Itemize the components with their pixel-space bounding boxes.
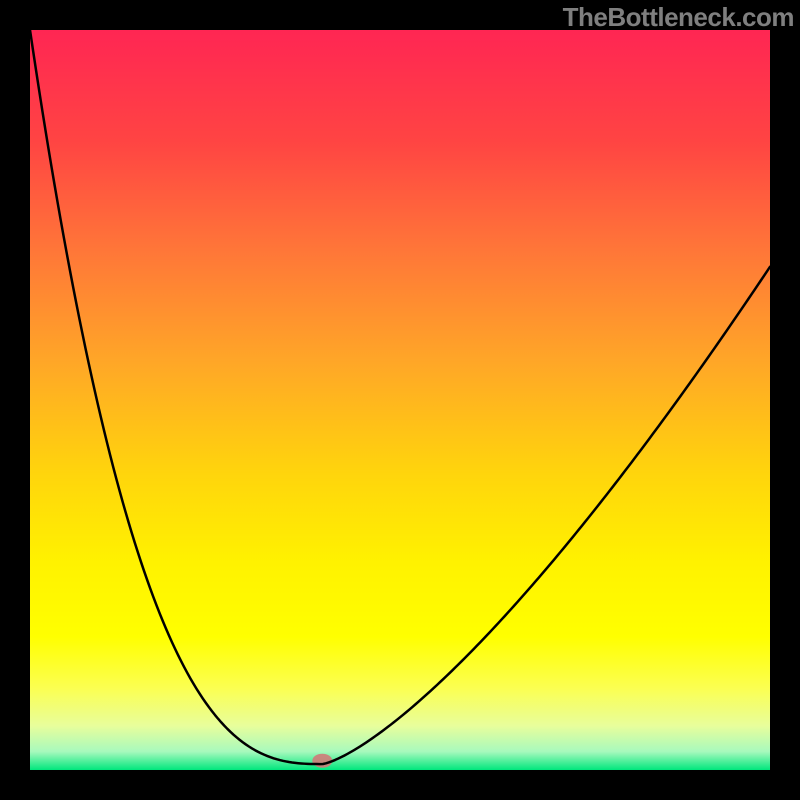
figure-outer: TheBottleneck.com xyxy=(0,0,800,800)
watermark-text: TheBottleneck.com xyxy=(563,2,794,33)
min-marker xyxy=(312,754,332,768)
chart-background xyxy=(30,30,770,770)
plot-area xyxy=(30,30,770,770)
chart-svg xyxy=(30,30,770,770)
